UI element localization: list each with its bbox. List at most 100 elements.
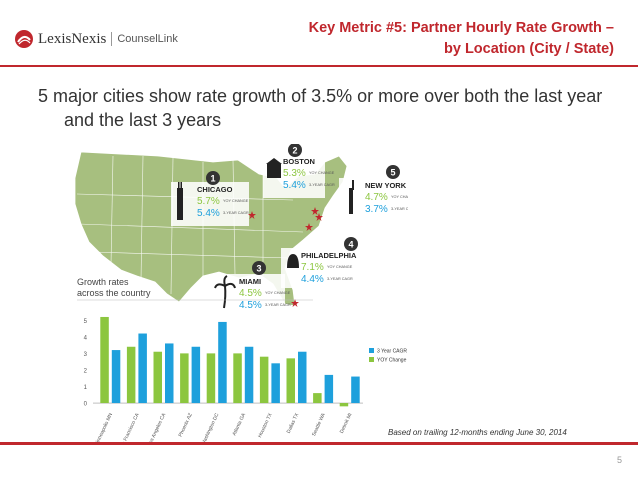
legend-label: 3 Year CAGR <box>377 349 407 355</box>
city-yoy-value: 5.7% <box>197 196 220 207</box>
rank-number: 1 <box>210 174 215 184</box>
city-cagr-label: 3-YEAR CAGR <box>309 183 335 187</box>
city-name: BOSTON <box>283 157 315 166</box>
footer-band <box>0 442 638 479</box>
city-callout-new-york: 5 NEW YORK 4.7%YOY CHANGE 3.7%3-YEAR CAGR <box>315 165 408 221</box>
bar-3-year-cagr-4 <box>218 321 227 404</box>
statue-of-liberty-icon <box>349 180 354 214</box>
palm-tree-icon <box>214 275 236 309</box>
chart-title-line1: Growth rates <box>77 277 129 287</box>
legend-swatch <box>369 357 374 362</box>
city-yoy-label: YOY CHANGE <box>223 199 249 203</box>
x-tick-label: Houston TX <box>257 412 274 439</box>
slide-title-line2: by Location (City / State) <box>444 41 614 57</box>
y-tick-label: 0 <box>84 402 88 408</box>
city-name: NEW YORK <box>365 181 407 190</box>
bar-3-year-cagr-8 <box>324 374 334 404</box>
city-star-marker <box>311 207 319 215</box>
slide-title-line1: Key Metric #5: Partner Hourly Rate Growt… <box>308 20 614 36</box>
bar-yoy-change-3 <box>180 353 189 404</box>
lexisnexis-logo-icon <box>14 29 34 49</box>
logo-separator <box>111 32 113 46</box>
rank-badge: 2 <box>288 144 302 157</box>
logo-brand-text: LexisNexis <box>38 30 107 47</box>
bar-yoy-change-9 <box>339 403 349 407</box>
headline-bullet: 5 major cities show rate growth of 3.5% … <box>38 84 628 132</box>
city-cagr-label: 3-YEAR CAGR <box>327 277 353 281</box>
bar-3-year-cagr-2 <box>165 343 174 404</box>
city-cagr-label: 3-YEAR CAGR <box>223 211 249 215</box>
bar-yoy-change-2 <box>153 351 162 404</box>
city-cagr-value: 5.4% <box>197 208 220 219</box>
legend-label: YOY Change <box>377 358 407 364</box>
bar-yoy-change-8 <box>313 393 322 404</box>
bar-3-year-cagr-0 <box>111 350 121 404</box>
city-cagr-label: 3-YEAR CAGR <box>265 303 291 307</box>
city-yoy-value: 4.7% <box>365 192 388 203</box>
page-number: 5 <box>616 455 622 465</box>
logo-product-text: CounselLink <box>117 33 178 45</box>
x-tick-label: Seattle WA <box>311 412 327 438</box>
slide-title: Key Metric #5: Partner Hourly Rate Growt… <box>194 18 614 60</box>
y-tick-label: 3 <box>84 352 88 358</box>
footnote: Based on trailing 12-months ending June … <box>388 428 567 437</box>
x-tick-label: Detroit MI <box>339 412 354 434</box>
rank-number: 4 <box>348 240 353 250</box>
x-tick-label: Atlanta GA <box>231 412 247 437</box>
legend-swatch <box>369 348 374 353</box>
bar-3-year-cagr-7 <box>298 351 307 404</box>
y-tick-label: 1 <box>84 385 88 391</box>
city-yoy-label: YOY CHANGE <box>391 195 408 199</box>
bar-yoy-change-5 <box>233 353 242 404</box>
rank-badge: 5 <box>386 165 400 179</box>
bar-yoy-change-1 <box>126 346 136 404</box>
city-star-marker <box>315 213 323 221</box>
x-tick-label: Phoenix AZ <box>178 412 194 438</box>
bar-3-year-cagr-6 <box>271 363 280 404</box>
liberty-bell-icon <box>287 254 299 268</box>
y-tick-label: 2 <box>84 368 88 374</box>
chart-legend: 3 Year CAGR YOY Change <box>369 348 407 364</box>
rank-badge: 1 <box>206 171 220 185</box>
city-yoy-value: 5.3% <box>283 168 306 179</box>
bar-3-year-cagr-5 <box>244 346 254 404</box>
rank-badge: 3 <box>252 261 266 275</box>
city-cagr-value: 5.4% <box>283 180 306 191</box>
city-star-marker <box>248 211 256 219</box>
city-cagr-value: 4.5% <box>239 300 262 311</box>
rank-badge: 4 <box>344 237 358 251</box>
city-cagr-label: 3-YEAR CAGR <box>391 207 408 211</box>
city-yoy-label: YOY CHANGE <box>265 291 291 295</box>
rank-number: 5 <box>390 168 395 178</box>
x-tick-label: Dallas TX <box>286 412 301 435</box>
bar-3-year-cagr-3 <box>191 346 201 404</box>
building-icon <box>266 158 282 178</box>
city-name: CHICAGO <box>197 185 233 194</box>
bar-yoy-change-4 <box>206 353 216 404</box>
rank-number: 2 <box>292 146 297 156</box>
chart-title-line2: across the country <box>77 288 151 298</box>
rank-number: 3 <box>256 264 261 274</box>
headline-line1: 5 major cities show rate growth of 3.5% … <box>38 86 500 106</box>
city-yoy-label: YOY CHANGE <box>327 265 353 269</box>
city-name: PHILADELPHIA <box>301 251 357 260</box>
bar-3-year-cagr-1 <box>138 333 147 404</box>
y-tick-label: 5 <box>84 319 88 325</box>
skyscraper-icon <box>177 182 183 220</box>
city-star-marker <box>291 299 299 307</box>
y-tick-label: 4 <box>84 335 88 341</box>
city-star-marker <box>305 223 313 231</box>
bar-3-year-cagr-9 <box>351 376 360 404</box>
city-name: MIAMI <box>239 277 261 286</box>
city-callout-box <box>171 182 249 226</box>
bar-yoy-change-6 <box>259 356 269 404</box>
city-cagr-value: 3.7% <box>365 204 388 215</box>
title-divider <box>0 65 638 67</box>
city-yoy-value: 4.5% <box>239 288 262 299</box>
lexisnexis-logo: LexisNexis CounselLink <box>14 26 178 52</box>
